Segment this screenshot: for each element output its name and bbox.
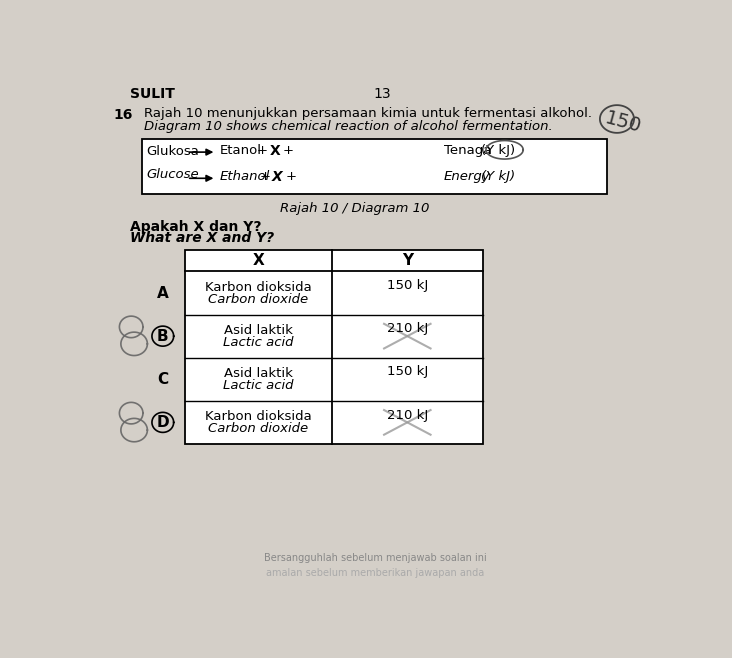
Text: Apakah X dan Y?: Apakah X dan Y? xyxy=(130,220,262,234)
Text: +: + xyxy=(260,170,271,183)
Text: Rajah 10 menunjukkan persamaan kimia untuk fermentasi alkohol.: Rajah 10 menunjukkan persamaan kimia unt… xyxy=(144,107,592,120)
Text: 16: 16 xyxy=(113,108,132,122)
Text: Energy: Energy xyxy=(444,170,490,183)
Text: 150: 150 xyxy=(603,108,643,136)
Text: X: X xyxy=(272,170,283,184)
FancyBboxPatch shape xyxy=(142,139,607,195)
Text: X: X xyxy=(270,144,280,159)
Text: (Y kJ): (Y kJ) xyxy=(480,144,515,157)
Text: 210 kJ: 210 kJ xyxy=(386,409,428,422)
Text: Lactic acid: Lactic acid xyxy=(223,336,294,349)
Text: Etanol: Etanol xyxy=(220,144,261,157)
Text: Glukosa: Glukosa xyxy=(146,145,199,158)
Text: C: C xyxy=(157,372,168,387)
Text: Glucose: Glucose xyxy=(146,168,199,182)
Text: Diagram 10 shows chemical reaction of alcohol fermentation.: Diagram 10 shows chemical reaction of al… xyxy=(144,120,553,133)
Text: Asid laktik: Asid laktik xyxy=(224,324,293,337)
Text: D: D xyxy=(157,415,169,430)
Text: (Y kJ): (Y kJ) xyxy=(480,170,515,183)
Text: SULIT: SULIT xyxy=(130,87,175,101)
Text: Karbon dioksida: Karbon dioksida xyxy=(205,281,312,293)
Text: 13: 13 xyxy=(373,87,391,101)
Text: amalan sebelum memberikan jawapan anda: amalan sebelum memberikan jawapan anda xyxy=(266,568,485,578)
Text: A: A xyxy=(157,286,168,301)
Text: Lactic acid: Lactic acid xyxy=(223,379,294,392)
Text: +: + xyxy=(285,170,296,183)
Text: B: B xyxy=(157,328,168,343)
Text: Bersangguhlah sebelum menjawab soalan ini: Bersangguhlah sebelum menjawab soalan in… xyxy=(264,553,487,563)
Text: Karbon dioksida: Karbon dioksida xyxy=(205,410,312,423)
Text: Tenaga: Tenaga xyxy=(444,144,491,157)
Text: Ethanol: Ethanol xyxy=(220,170,269,183)
Text: 150 kJ: 150 kJ xyxy=(386,365,428,378)
Text: 150 kJ: 150 kJ xyxy=(386,279,428,292)
Text: 210 kJ: 210 kJ xyxy=(386,322,428,336)
Text: What are X and Y?: What are X and Y? xyxy=(130,232,274,245)
Text: X: X xyxy=(253,253,264,268)
Text: +: + xyxy=(257,144,268,157)
Text: Carbon dioxide: Carbon dioxide xyxy=(208,293,308,306)
Text: Rajah 10 / Diagram 10: Rajah 10 / Diagram 10 xyxy=(280,202,430,215)
FancyBboxPatch shape xyxy=(184,250,483,444)
Text: Asid laktik: Asid laktik xyxy=(224,367,293,380)
Text: Y: Y xyxy=(402,253,413,268)
Text: Carbon dioxide: Carbon dioxide xyxy=(208,422,308,436)
Text: +: + xyxy=(283,144,294,157)
